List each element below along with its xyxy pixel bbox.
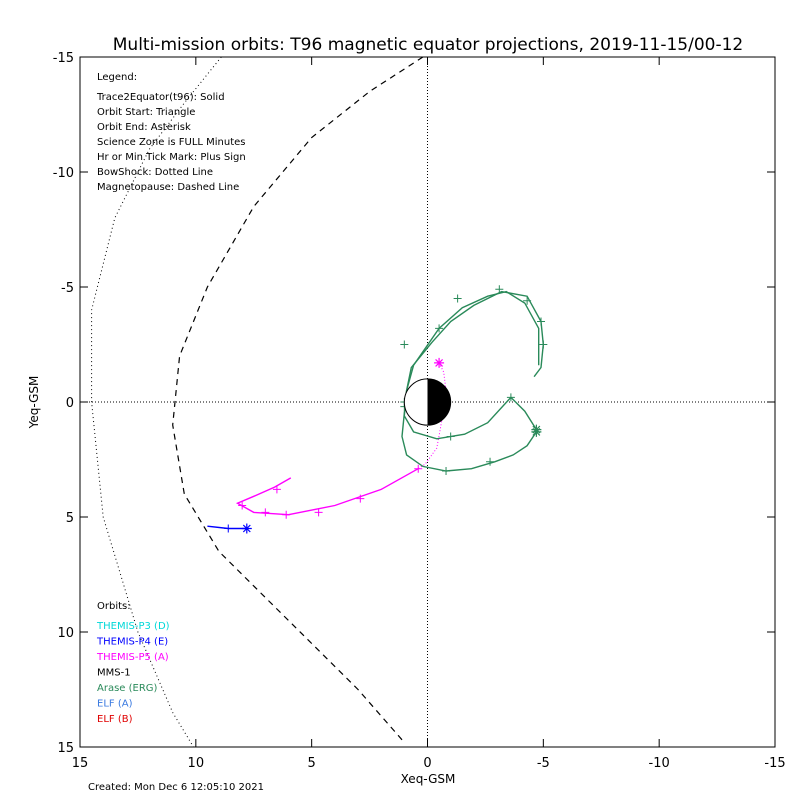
y-tick-label-2: -5	[61, 281, 74, 296]
y-tick-label-4: 5	[66, 511, 74, 526]
orbit-end-1	[241, 523, 252, 534]
x-tick-label-6: -15	[764, 756, 785, 771]
tick-mark-3-0	[506, 393, 515, 402]
orbit-label-3: MMS-1	[97, 668, 131, 679]
legend-line-2: Orbit End: Asterisk	[97, 122, 191, 133]
earth-icon	[403, 378, 452, 426]
boundaries	[91, 56, 424, 748]
tick-mark-2-6	[523, 296, 532, 305]
y-tick-label-5: 10	[57, 626, 74, 641]
x-tick-label-5: -10	[649, 756, 670, 771]
orbit-label-6: ELF (B)	[97, 714, 133, 725]
legend-line-0: Trace2Equator(t96): Solid	[96, 92, 225, 103]
orbits-heading: Orbits:	[97, 601, 131, 612]
tick-mark-3-3	[435, 324, 444, 333]
tick-mark-1-0	[224, 524, 233, 533]
tick-mark-3-1	[446, 432, 455, 441]
tick-mark-2-3	[400, 340, 409, 349]
chart-title: Multi-mission orbits: T96 magnetic equat…	[113, 35, 744, 55]
tick-mark-0-2	[314, 508, 323, 517]
series-0	[235, 357, 447, 519]
legend-line-4: Hr or Min Tick Mark: Plus Sign	[97, 152, 246, 163]
orbit-path-0	[235, 468, 419, 516]
x-tick-label-1: 10	[188, 756, 205, 771]
x-tick-label-0: 15	[72, 756, 89, 771]
magnetopause-line	[172, 56, 424, 743]
orbit-end-0	[434, 357, 445, 368]
orbit-end-3	[531, 424, 542, 435]
legend-line-5: BowShock: Dotted Line	[97, 167, 213, 178]
y-tick-label-6: 15	[57, 741, 74, 756]
tick-mark-2-5	[495, 285, 504, 294]
orbit-label-1: THEMIS-P4 (E)	[96, 637, 168, 648]
y-tick-label-0: -15	[53, 51, 74, 66]
y-axis-label: Yeq-GSM	[27, 376, 41, 430]
axis-tick-labels: 15 10 5 0 -5 -10 -15 -15 -10 -5 0 5 10 15	[53, 51, 786, 771]
tick-mark-2-1	[442, 467, 451, 475]
earth-night-side	[427, 378, 451, 426]
tick-mark-0-0	[414, 464, 423, 473]
legend-line-3: Science Zone is FULL Minutes	[97, 137, 246, 148]
orbit-label-2: THEMIS-P5 (A)	[96, 652, 169, 663]
legend-line-1: Orbit Start: Triangle	[97, 107, 195, 118]
axis-ticks	[79, 56, 776, 748]
orbit-label-5: ELF (A)	[97, 699, 133, 710]
orbit-label-0: THEMIS-P3 (D)	[96, 621, 170, 632]
orbit-label-4: Arase (ERG)	[97, 683, 158, 694]
orbit-path-3	[403, 290, 540, 440]
tick-mark-0-4	[261, 508, 270, 517]
orbit-legend: Orbits: THEMIS-P3 (D) THEMIS-P4 (E) THEMIS-…	[96, 601, 170, 725]
legend: Legend: Trace2Equator(t96): Solid Orbit St…	[96, 72, 246, 193]
legend-line-6: Magnetopause: Dashed Line	[97, 182, 239, 193]
tick-mark-0-6	[272, 485, 281, 494]
tick-mark-2-7	[537, 317, 546, 326]
series-1	[207, 523, 252, 534]
x-tick-label-2: 5	[308, 756, 316, 771]
x-tick-label-4: -5	[537, 756, 550, 771]
tick-mark-0-5	[238, 501, 247, 510]
x-axis-label: Xeq-GSM	[401, 772, 456, 786]
orbit-series	[207, 285, 548, 534]
created-timestamp: Created: Mon Dec 6 12:05:10 2021	[88, 782, 264, 793]
y-tick-label-1: -10	[53, 166, 74, 181]
tick-mark-0-3	[282, 510, 291, 519]
tick-mark-0-1	[356, 494, 365, 503]
y-tick-label-3: 0	[66, 396, 74, 411]
x-tick-label-3: 0	[423, 756, 431, 771]
bow-shock-line	[91, 56, 222, 748]
tick-mark-2-8	[539, 340, 548, 349]
legend-heading: Legend:	[97, 72, 137, 83]
tick-mark-2-0	[486, 457, 495, 466]
tick-mark-2-4	[453, 294, 462, 303]
